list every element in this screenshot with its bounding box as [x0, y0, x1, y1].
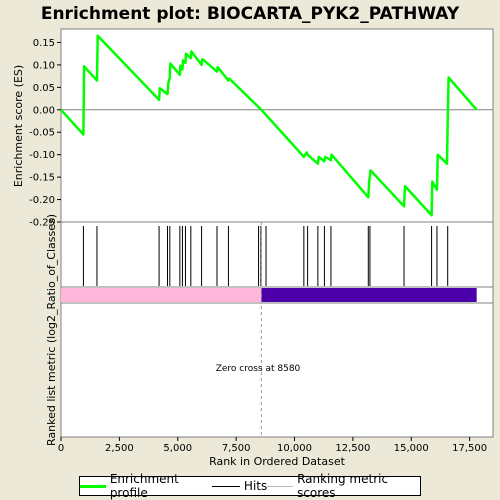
legend-label: Ranking metric scores [297, 472, 389, 500]
metric-bar-negative [261, 288, 477, 302]
legend: Enrichment profile Hits Ranking metric s… [79, 472, 421, 500]
x-axis-label: Rank in Ordered Dataset [209, 455, 346, 468]
legend-item-enrichment-profile: Enrichment profile [80, 472, 212, 500]
y-tick-label: 0.00 [33, 105, 55, 116]
legend-item-hits: Hits [211, 479, 268, 493]
x-tick-label: 0 [58, 443, 64, 454]
y-tick-label: -0.10 [29, 150, 55, 161]
enrichment-figure: Enrichment plot: BIOCARTA_PYK2_PATHWAY 0… [12, 4, 494, 468]
x-tick-label: 7,500 [222, 443, 251, 454]
zero-cross-annotation: Zero cross at 8580 [216, 364, 301, 374]
ranked-metric-panel [60, 302, 494, 438]
y-tick-label: -0.15 [29, 173, 55, 184]
x-tick-label: 10,000 [277, 443, 312, 454]
legend-swatch-enrichment-icon [80, 484, 106, 488]
x-tick-label: 17,500 [452, 443, 487, 454]
y-tick-label: 0.05 [33, 83, 55, 94]
legend-label: Enrichment profile [109, 472, 179, 500]
enrichment-profile-line [60, 34, 478, 217]
hits-panel [60, 221, 494, 288]
enrichment-profile-series [60, 34, 478, 217]
legend-swatch-hits-icon [211, 485, 240, 487]
x-tick-label: 5,000 [163, 443, 192, 454]
ranking-metric-bar [61, 288, 477, 302]
x-tick-label: 2,500 [105, 443, 134, 454]
x-tick-label: 15,000 [394, 443, 429, 454]
lower-y-axis-label: Ranked list metric (log2_Ratio_of_Classe… [45, 214, 58, 446]
es-y-axis: 0.15 0.10 0.05 0.00 -0.05 -0.10 -0.15 -0.20 -0.2… [29, 38, 61, 229]
y-tick-label: 0.15 [33, 38, 55, 49]
legend-label: Hits [243, 479, 268, 493]
legend-swatch-metric-icon [267, 485, 294, 487]
x-axis: 0 2,500 5,000 7,500 10,000 12,500 15,000 17,500 [58, 437, 487, 454]
y-axis-label: Enrichment score (ES) [12, 65, 25, 187]
y-tick-label: 0.10 [33, 60, 55, 71]
metric-bar-positive [61, 288, 262, 302]
y-tick-label: -0.25 [29, 218, 55, 229]
legend-item-ranking-metric: Ranking metric scores [267, 472, 420, 500]
y-tick-label: -0.05 [29, 128, 55, 139]
y-tick-label: -0.20 [29, 195, 55, 206]
chart-title: Enrichment plot: BIOCARTA_PYK2_PATHWAY [41, 4, 460, 24]
x-tick-label: 12,500 [335, 443, 370, 454]
